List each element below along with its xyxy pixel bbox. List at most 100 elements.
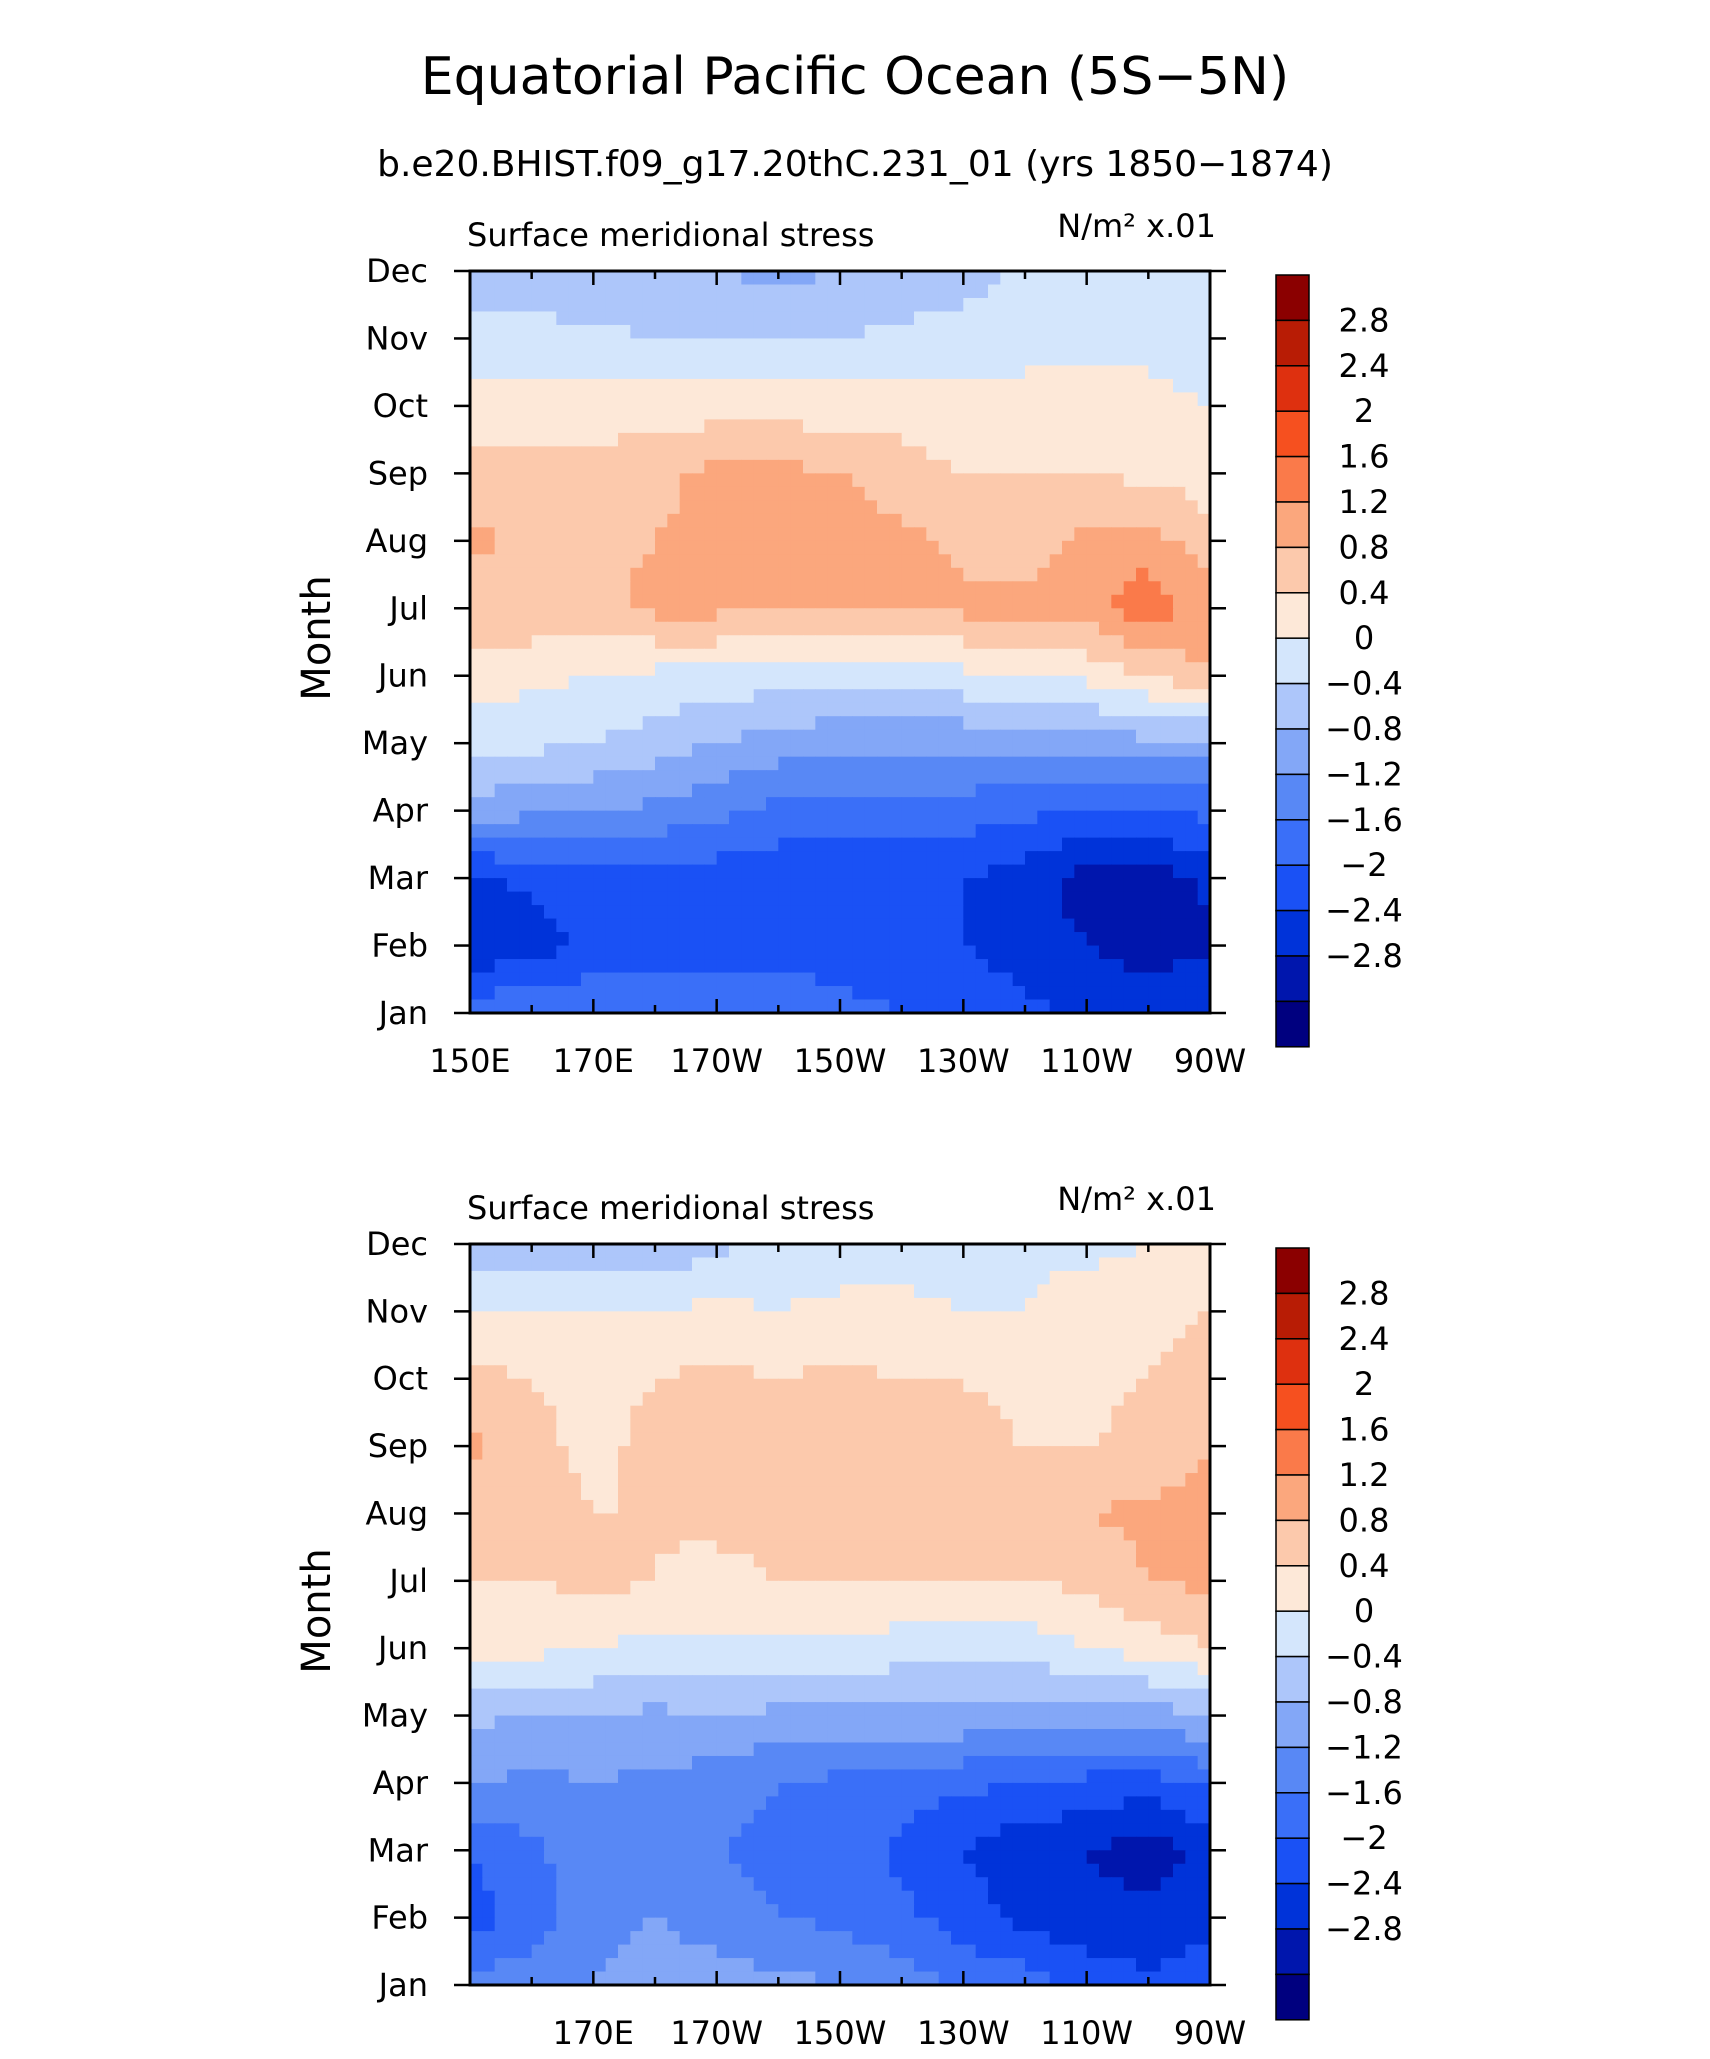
- heatmap-cell: [642, 1324, 656, 1339]
- heatmap-cell: [877, 635, 890, 650]
- heatmap-cell: [938, 864, 952, 879]
- heatmap-cell: [963, 1378, 977, 1393]
- heatmap-cell: [914, 1378, 927, 1393]
- heatmap-cell: [544, 1553, 557, 1568]
- heatmap-cell: [642, 675, 656, 690]
- heatmap-cell: [507, 1257, 520, 1272]
- heatmap-cell: [1086, 959, 1100, 974]
- heatmap-cell: [704, 837, 718, 852]
- heatmap-cell: [470, 1419, 483, 1434]
- heatmap-cell: [1099, 702, 1112, 717]
- heatmap-cell: [556, 1473, 570, 1488]
- heatmap-cell: [1148, 1378, 1162, 1393]
- heatmap-cell: [1197, 729, 1211, 744]
- heatmap-cell: [963, 1580, 977, 1595]
- heatmap-cell: [852, 540, 866, 555]
- heatmap-cell: [494, 581, 508, 596]
- heatmap-cell: [938, 1311, 952, 1326]
- heatmap-cell: [815, 864, 829, 879]
- heatmap-cell: [556, 1553, 570, 1568]
- heatmap-cell: [655, 338, 668, 353]
- heatmap-cell: [667, 1446, 681, 1461]
- heatmap-cell: [1012, 271, 1026, 286]
- heatmap-cell: [470, 945, 483, 960]
- heatmap-cell: [1111, 1351, 1125, 1366]
- heatmap-cell: [815, 716, 829, 731]
- heatmap-cell: [926, 864, 940, 879]
- heatmap-cell: [753, 932, 767, 947]
- heatmap-cell: [531, 1297, 545, 1312]
- heatmap-cell: [1062, 1526, 1075, 1541]
- heatmap-cell: [618, 1567, 631, 1582]
- heatmap-cell: [864, 1378, 878, 1393]
- heatmap-cell: [1123, 716, 1137, 731]
- heatmap-cell: [938, 1473, 952, 1488]
- heatmap-cell: [1086, 702, 1100, 717]
- heatmap-cell: [1062, 1405, 1075, 1420]
- heatmap-cell: [741, 1513, 755, 1528]
- heatmap-cell: [655, 351, 668, 367]
- heatmap-cell: [667, 635, 681, 650]
- heatmap-cell: [1012, 1473, 1026, 1488]
- heatmap-cell: [531, 716, 545, 731]
- heatmap-cell: [1037, 729, 1051, 744]
- heatmap-cell: [815, 824, 829, 839]
- heatmap-cell: [852, 621, 866, 636]
- heatmap-cell: [889, 554, 903, 569]
- heatmap-cell: [704, 621, 718, 636]
- heatmap-cell: [716, 1244, 730, 1259]
- heatmap-cell: [827, 918, 841, 933]
- heatmap-cell: [642, 419, 656, 434]
- heatmap-cell: [1111, 1446, 1125, 1461]
- heatmap-cell: [815, 1513, 829, 1528]
- heatmap-cell: [963, 284, 977, 299]
- heatmap-cell: [790, 972, 804, 987]
- heatmap-cell: [716, 1499, 730, 1515]
- heatmap-cell: [593, 716, 607, 731]
- heatmap-cell: [790, 446, 804, 461]
- heatmap-cell: [963, 405, 977, 420]
- heatmap-cell: [1197, 473, 1211, 488]
- heatmap-cell: [1160, 459, 1174, 474]
- heatmap-cell: [729, 621, 742, 636]
- heatmap-cell: [630, 648, 644, 663]
- heatmap-cell: [655, 797, 668, 812]
- heatmap-cell: [914, 1284, 927, 1299]
- colorbar-swatch: [1275, 909, 1310, 957]
- heatmap-cell: [864, 905, 878, 920]
- heatmap-cell: [1086, 891, 1100, 906]
- heatmap-cell: [864, 297, 878, 313]
- heatmap-cell: [1136, 1257, 1149, 1272]
- heatmap-cell: [667, 1351, 681, 1366]
- heatmap-cell: [1197, 959, 1211, 974]
- heatmap-cell: [827, 500, 841, 515]
- heatmap-cell: [692, 783, 705, 798]
- heatmap-cell: [938, 1324, 952, 1339]
- heatmap-cell: [1123, 770, 1137, 785]
- heatmap-cell: [1074, 271, 1088, 286]
- heatmap-cell: [1099, 675, 1112, 690]
- heatmap-cell: [605, 500, 619, 515]
- heatmap-cell: [864, 338, 878, 353]
- heatmap-cell: [605, 1486, 619, 1501]
- heatmap-cell: [815, 851, 829, 866]
- heatmap-cell: [988, 932, 1001, 947]
- heatmap-cell: [1099, 716, 1112, 731]
- heatmap-cell: [901, 1351, 915, 1366]
- heatmap-cell: [655, 594, 668, 609]
- heatmap-cell: [741, 297, 755, 313]
- heatmap-cell: [716, 999, 730, 1014]
- heatmap-cell: [605, 891, 619, 906]
- heatmap-cell: [1197, 932, 1211, 947]
- heatmap-cell: [914, 878, 927, 893]
- heatmap-cell: [581, 500, 594, 515]
- heatmap-cell: [803, 351, 816, 367]
- heatmap-cell: [1173, 972, 1186, 987]
- heatmap-cell: [482, 1526, 496, 1541]
- heatmap-cell: [1197, 581, 1211, 596]
- heatmap-cell: [1099, 527, 1112, 542]
- heatmap-cell: [630, 351, 644, 367]
- heatmap-cell: [803, 1311, 816, 1326]
- heatmap-cell: [840, 824, 853, 839]
- heatmap-cell: [1086, 473, 1100, 488]
